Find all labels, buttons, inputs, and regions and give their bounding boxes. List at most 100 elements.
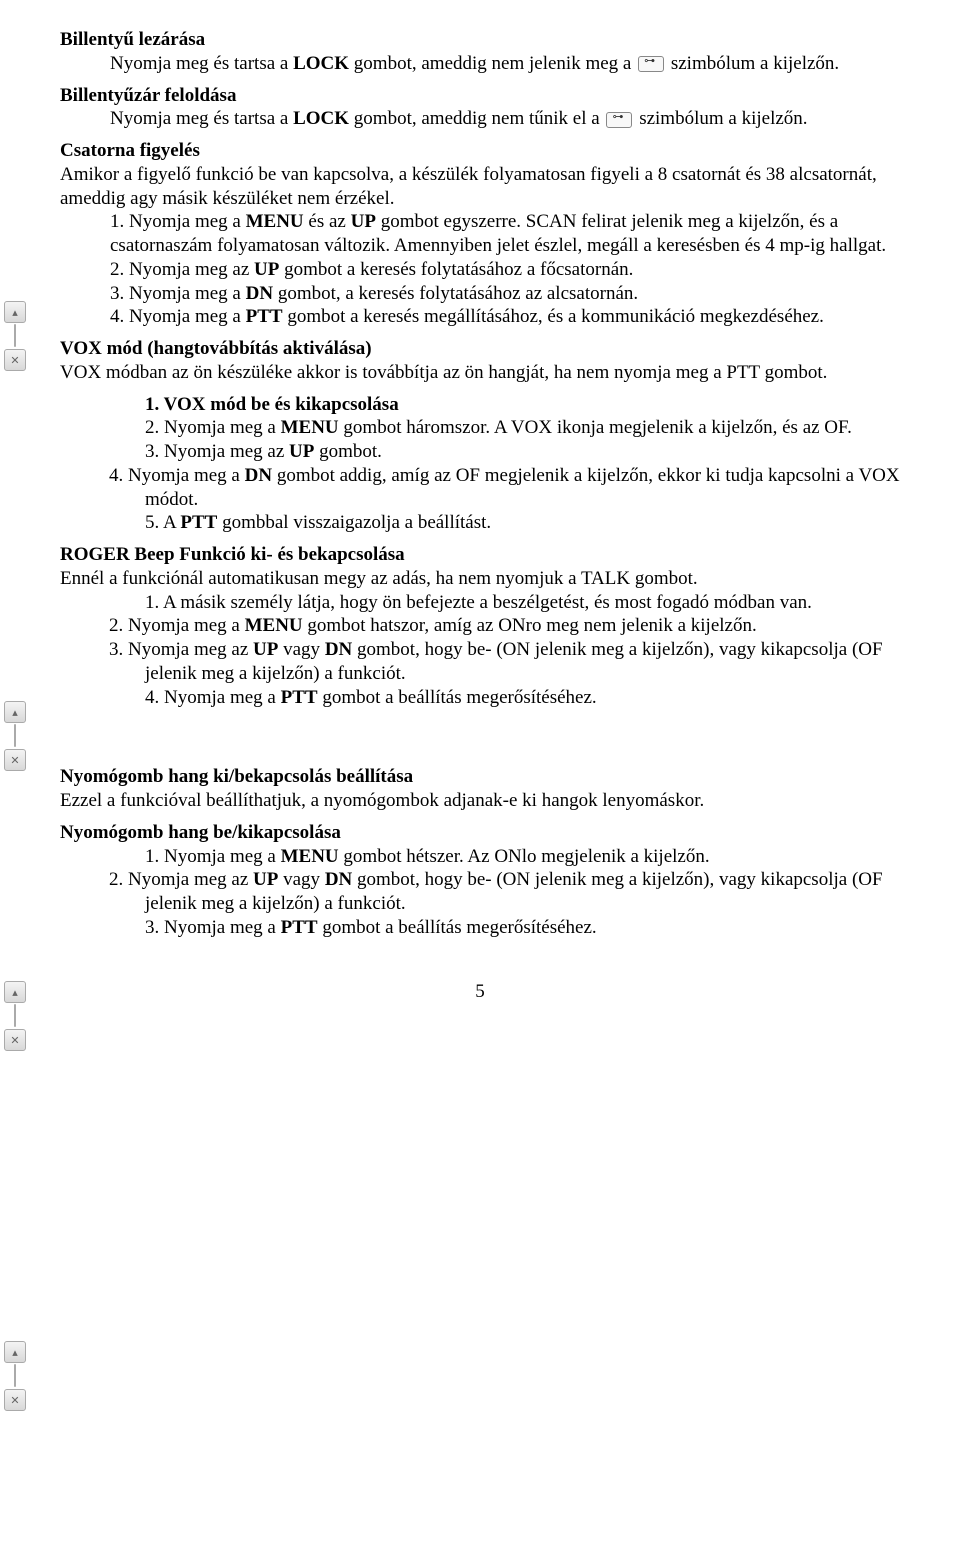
text: szimbólum a kijelzőn. — [666, 53, 839, 74]
text: 1. Nyomja meg a — [145, 846, 281, 867]
list-item-1: 1. Nyomja meg a MENU gombot hétszer. Az … — [145, 845, 900, 869]
side-button-x: ✕ — [4, 1389, 26, 1411]
heading-lock: Billentyű lezárása — [60, 28, 900, 52]
bold-menu: MENU — [281, 417, 339, 438]
list-item-2: 2. Nyomja meg a MENU gombot háromszor. A… — [145, 416, 900, 440]
para-keytone-intro: Ezzel a funkcióval beállíthatjuk, a nyom… — [60, 789, 900, 813]
list-item-4: 4. Nyomja meg a DN gombot addig, amíg az… — [109, 464, 900, 512]
side-button-x: ✕ — [4, 1029, 26, 1051]
bold-up: UP — [351, 211, 376, 232]
para-roger-intro: Ennél a funkciónál automatikusan megy az… — [60, 567, 900, 591]
bold-up: UP — [253, 869, 278, 890]
bold-up: UP — [289, 441, 314, 462]
list-item-5: 5. A PTT gombbal visszaigazolja a beállí… — [145, 511, 900, 535]
list-item-3: 3. Nyomja meg az UP gombot. — [145, 440, 900, 464]
para-unlock: Nyomja meg és tartsa a LOCK gombot, amed… — [110, 107, 900, 131]
para-lock: Nyomja meg és tartsa a LOCK gombot, amed… — [110, 52, 900, 76]
heading-channel-watch: Csatorna figyelés — [60, 139, 900, 163]
page-number: 5 — [60, 980, 900, 1004]
key-icon — [606, 112, 632, 128]
side-control-2: ▴ ✕ — [2, 700, 28, 772]
list-item-4: 4. Nyomja meg a PTT gombot a keresés meg… — [110, 305, 900, 329]
text: gombot, ameddig nem jelenik meg a — [349, 53, 636, 74]
side-button-up: ▴ — [4, 701, 26, 723]
text: 2. Nyomja meg a — [145, 417, 281, 438]
bold-up: UP — [254, 259, 279, 280]
para-vox-intro: VOX módban az ön készüléke akkor is tová… — [60, 361, 900, 385]
list-item-1: 1. VOX mód be és kikapcsolása — [145, 393, 900, 417]
text: 4. Nyomja meg a — [145, 687, 281, 708]
text: gombot hatszor, amíg az ONro meg nem jel… — [303, 615, 757, 636]
heading-vox: VOX mód (hangtovábbítás aktiválása) — [60, 337, 900, 361]
side-button-x: ✕ — [4, 349, 26, 371]
bold-dn: DN — [325, 639, 352, 660]
text: 3. Nyomja meg az — [109, 639, 253, 660]
side-button-up: ▴ — [4, 301, 26, 323]
text: gombot háromszor. A VOX ikonja megjeleni… — [339, 417, 852, 438]
text: és az — [304, 211, 351, 232]
bold-ptt: PTT — [246, 306, 283, 327]
side-control-4: ▴ ✕ — [2, 1340, 28, 1412]
side-button-up: ▴ — [4, 1341, 26, 1363]
list-item-3: 3. Nyomja meg a PTT gombot a beállítás m… — [145, 916, 900, 940]
bold-ptt: PTT — [281, 917, 318, 938]
heading-roger: ROGER Beep Funkció ki- és bekapcsolása — [60, 543, 900, 567]
bold-item: 1. VOX mód be és kikapcsolása — [145, 394, 399, 415]
text: 1. Nyomja meg a — [110, 211, 246, 232]
list-item-4: 4. Nyomja meg a PTT gombot a beállítás m… — [145, 686, 900, 710]
text: vagy — [278, 639, 324, 660]
bold-dn: DN — [246, 283, 273, 304]
text: Nyomja meg és tartsa a — [110, 53, 293, 74]
text: Nyomja meg és tartsa a — [110, 108, 293, 129]
key-icon — [638, 56, 664, 72]
list-item-1: 1. A másik személy látja, hogy ön befeje… — [145, 591, 900, 615]
text: gombot a beállítás megerősítéséhez. — [318, 917, 597, 938]
text: gombbal visszaigazolja a beállítást. — [217, 512, 491, 533]
list-item-3: 3. Nyomja meg az UP vagy DN gombot, hogy… — [109, 638, 900, 686]
text: gombot, ameddig nem tűnik el a — [349, 108, 604, 129]
bold-dn: DN — [245, 465, 272, 486]
text: gombot. — [314, 441, 382, 462]
list-item-3: 3. Nyomja meg a DN gombot, a keresés fol… — [110, 282, 900, 306]
side-button-x: ✕ — [4, 749, 26, 771]
side-strip — [14, 324, 16, 347]
list-item-2: 2. Nyomja meg a MENU gombot hatszor, amí… — [109, 614, 900, 638]
bold-dn: DN — [325, 869, 352, 890]
text: 2. Nyomja meg az — [109, 869, 253, 890]
heading-keytone-setting: Nyomógomb hang ki/bekapcsolás beállítása — [60, 765, 900, 789]
text: gombot a beállítás megerősítéséhez. — [318, 687, 597, 708]
bold-up: UP — [253, 639, 278, 660]
para-channel-intro: Amikor a figyelő funkció be van kapcsolv… — [60, 163, 900, 211]
side-strip — [14, 1364, 16, 1387]
bold-ptt: PTT — [281, 687, 318, 708]
bold-lock: LOCK — [293, 53, 349, 74]
text: gombot, a keresés folytatásához az alcsa… — [273, 283, 638, 304]
text: 5. A — [145, 512, 180, 533]
bold-menu: MENU — [246, 211, 304, 232]
side-strip — [14, 1004, 16, 1027]
text: gombot a keresés megállításához, és a ko… — [283, 306, 824, 327]
side-button-up: ▴ — [4, 981, 26, 1003]
text: 4. Nyomja meg a — [110, 306, 246, 327]
list-item-1: 1. Nyomja meg a MENU és az UP gombot egy… — [110, 210, 900, 258]
text: vagy — [278, 869, 324, 890]
text: 2. Nyomja meg az — [110, 259, 254, 280]
bold-menu: MENU — [245, 615, 303, 636]
side-strip — [14, 724, 16, 747]
text: 2. Nyomja meg a — [109, 615, 245, 636]
text: gombot hétszer. Az ONlo megjelenik a kij… — [339, 846, 710, 867]
list-item-2: 2. Nyomja meg az UP vagy DN gombot, hogy… — [109, 868, 900, 916]
list-item-2: 2. Nyomja meg az UP gombot a keresés fol… — [110, 258, 900, 282]
side-control-3: ▴ ✕ — [2, 980, 28, 1052]
side-control-1: ▴ ✕ — [2, 300, 28, 372]
bold-ptt: PTT — [180, 512, 217, 533]
text: 3. Nyomja meg a — [110, 283, 246, 304]
text: gombot a keresés folytatásához a főcsato… — [279, 259, 633, 280]
text: szimbólum a kijelzőn. — [634, 108, 807, 129]
text: 3. Nyomja meg az — [145, 441, 289, 462]
heading-unlock: Billentyűzár feloldása — [60, 84, 900, 108]
bold-lock: LOCK — [293, 108, 349, 129]
bold-menu: MENU — [281, 846, 339, 867]
text: 4. Nyomja meg a — [109, 465, 245, 486]
heading-keytone-toggle: Nyomógomb hang be/kikapcsolása — [60, 821, 900, 845]
